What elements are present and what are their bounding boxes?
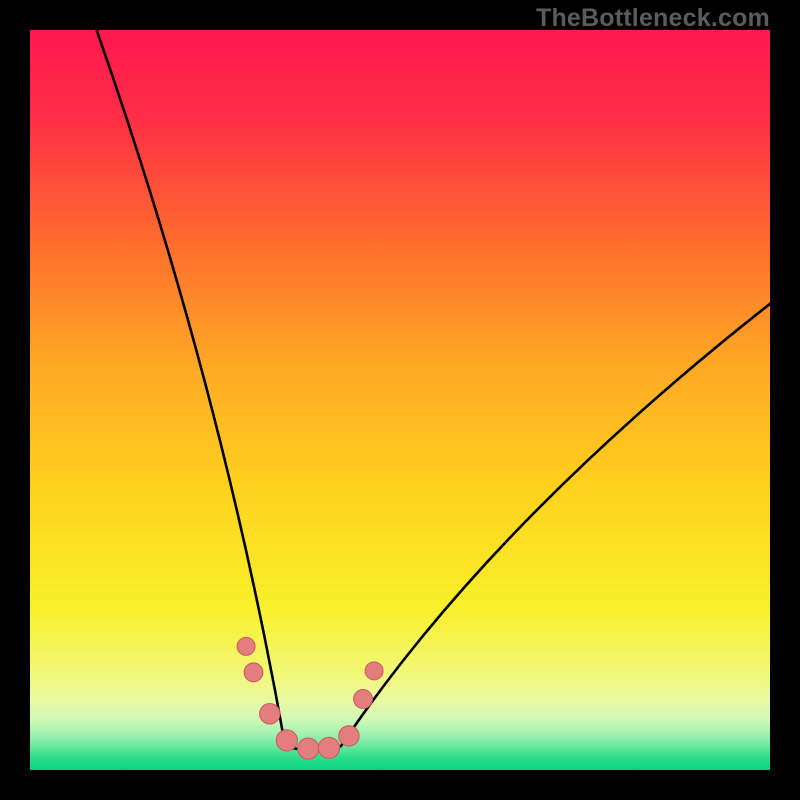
data-marker: [339, 726, 359, 746]
data-marker: [318, 737, 339, 758]
chart-svg: [30, 30, 770, 770]
plot-area: [30, 30, 770, 770]
data-marker: [276, 730, 297, 751]
data-marker: [237, 637, 255, 655]
data-marker: [260, 704, 280, 724]
data-marker: [354, 690, 373, 709]
data-marker: [244, 663, 263, 682]
data-marker: [298, 738, 319, 759]
chart-root: TheBottleneck.com: [0, 0, 800, 800]
watermark-text: TheBottleneck.com: [536, 4, 770, 33]
gradient-background: [30, 30, 770, 770]
data-marker: [365, 662, 383, 680]
